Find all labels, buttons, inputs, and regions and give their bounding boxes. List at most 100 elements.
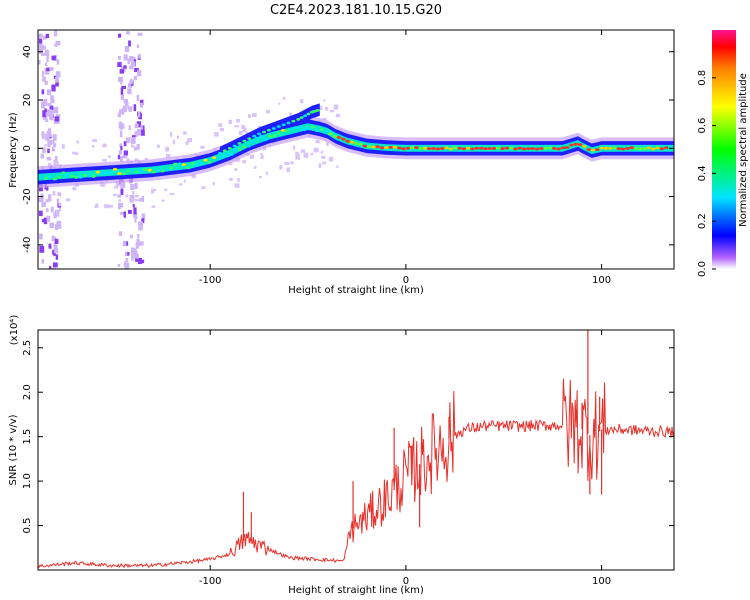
branch-blob — [232, 144, 237, 148]
ridge-blob — [211, 156, 217, 160]
noise-speckle — [241, 125, 246, 129]
noise-speckle — [131, 137, 136, 144]
noise-speckle — [260, 152, 263, 156]
noise-speckle — [164, 188, 168, 191]
noise-speckle — [43, 98, 48, 106]
branch-blob — [315, 108, 320, 112]
noise-speckle — [49, 110, 53, 117]
ridge-blob — [384, 146, 389, 150]
ridge-blob — [487, 147, 492, 150]
noise-speckle — [55, 79, 59, 87]
noise-speckle — [127, 88, 132, 95]
noise-speckle — [45, 33, 50, 39]
noise-speckle — [102, 143, 107, 148]
noise-speckle — [133, 146, 137, 151]
ridge-blob — [448, 147, 454, 151]
ridge-blob — [379, 146, 385, 150]
noise-speckle — [127, 209, 132, 214]
noise-speckle — [66, 198, 71, 202]
ridge-blob — [87, 174, 92, 178]
noise-speckle — [139, 99, 144, 106]
ridge-blob — [134, 170, 139, 174]
ridge-blob — [608, 147, 613, 150]
colorbar-tick-label: 0.0 — [697, 261, 708, 277]
ridge-blob — [431, 147, 436, 150]
ridge-blob — [418, 147, 423, 150]
branch-blob — [296, 118, 301, 121]
ridge-blob — [315, 129, 320, 133]
noise-speckle — [128, 40, 131, 47]
branch-blob — [227, 146, 232, 150]
noise-speckle — [42, 76, 47, 82]
noise-speckle — [118, 122, 124, 128]
ridge-blob — [143, 167, 148, 171]
ridge-blob — [465, 146, 471, 150]
noise-speckle — [137, 111, 141, 118]
noise-speckle — [95, 203, 99, 208]
spectrogram-y-ticks: -40 -20 0 20 40 — [22, 45, 674, 253]
noise-speckle — [44, 108, 47, 113]
ridge-blob — [224, 152, 230, 156]
ridge-blob — [556, 147, 561, 151]
noise-speckle — [47, 162, 52, 167]
colorbar-tick-label: 0.6 — [697, 118, 708, 134]
noise-speckle — [41, 218, 46, 223]
ridge-blob — [207, 160, 213, 164]
snr-y-ticks: 0.5 1.0 1.5 2.0 2.5 — [22, 340, 674, 534]
ridge-blob — [341, 137, 346, 141]
noise-speckle — [117, 62, 122, 68]
ridge-blob — [194, 164, 200, 167]
noise-speckle — [229, 162, 233, 166]
noise-speckle — [200, 145, 205, 149]
ridge-blob — [397, 146, 402, 150]
ridge-blob — [620, 147, 626, 151]
ridge-blob — [362, 144, 368, 148]
noise-speckle — [138, 257, 143, 265]
branch-blob — [266, 128, 271, 132]
noise-speckle — [134, 216, 137, 223]
noise-speckle — [92, 144, 95, 148]
ridge-blob — [405, 146, 411, 150]
noise-speckle — [136, 44, 140, 48]
ridge-blob — [216, 156, 221, 160]
noise-speckle — [133, 75, 137, 81]
noise-speckle — [117, 112, 121, 118]
spectrogram-image — [38, 30, 674, 269]
noise-speckle — [48, 243, 52, 249]
ridge-blob — [504, 146, 510, 150]
ridge-blob — [280, 128, 286, 132]
branch-blob — [242, 139, 247, 143]
noise-speckle — [127, 83, 133, 88]
branch-blob — [291, 119, 296, 123]
noise-speckle — [141, 213, 146, 220]
ridge-blob — [651, 147, 656, 151]
ridge-blob — [517, 146, 522, 150]
noise-speckle — [123, 98, 128, 104]
noise-speckle — [47, 143, 51, 148]
ridge-blob — [104, 171, 109, 174]
ridge-blob — [259, 134, 264, 138]
y-tick-label: 0.5 — [22, 518, 33, 534]
ridge-blob — [427, 147, 432, 151]
noise-speckle — [57, 225, 62, 229]
y-tick-label: 0 — [22, 145, 33, 151]
ridge-blob — [526, 147, 531, 151]
noise-speckle — [51, 55, 56, 61]
noise-speckle — [123, 54, 128, 61]
noise-speckle — [121, 107, 125, 115]
ridge-blob — [500, 147, 505, 150]
ridge-blob — [160, 169, 165, 173]
noise-speckle — [41, 201, 46, 208]
noise-speckle — [214, 132, 219, 137]
noise-speckle — [128, 125, 131, 131]
noise-speckle — [336, 165, 339, 169]
noise-speckle — [44, 68, 50, 75]
noise-speckle — [129, 79, 133, 85]
noise-speckle — [47, 139, 53, 145]
noise-speckle — [139, 198, 143, 202]
branch-blob — [247, 137, 252, 140]
noise-speckle — [183, 131, 187, 135]
branch-blob — [217, 151, 222, 155]
noise-speckle — [324, 106, 328, 111]
noise-speckle — [303, 153, 309, 158]
